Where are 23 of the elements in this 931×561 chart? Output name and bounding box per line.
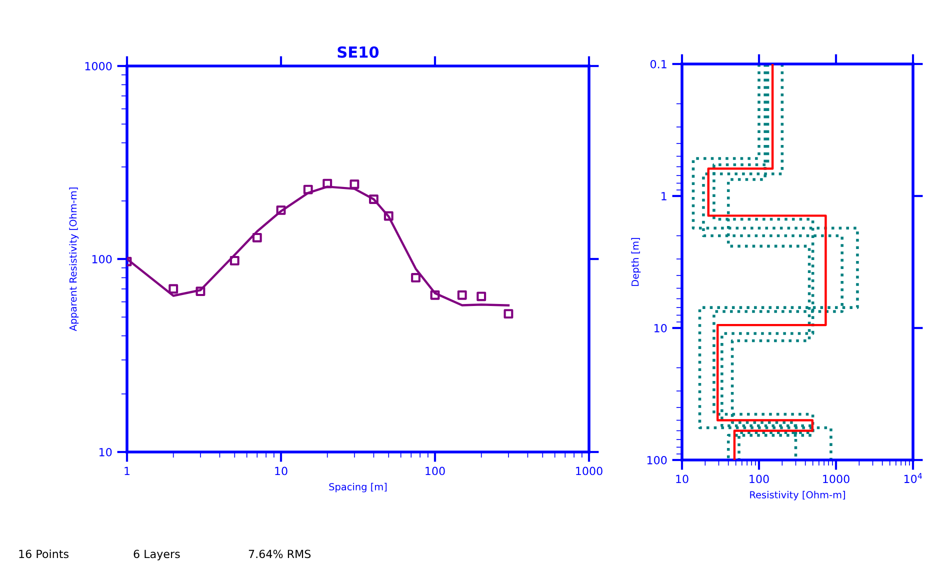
x-tick-label: 10	[676, 474, 688, 484]
chart-title: SE10	[338, 46, 379, 58]
x-tick-label: 10	[275, 466, 288, 476]
text: 16 Points	[19, 550, 68, 558]
text: 7.64% RMS	[248, 550, 311, 558]
x-tick-label: 100	[750, 474, 769, 484]
x-tick-label: 100	[426, 466, 445, 476]
y-axis-title: Apparent Resistivity [Ohm-m]	[69, 188, 79, 332]
y-tick-label: 100	[647, 456, 667, 464]
y-tick-label: 1000	[85, 62, 112, 70]
y-tick-label: 10	[654, 324, 667, 332]
x-tick-label: 1000	[576, 466, 602, 476]
y-tick-label: 100	[92, 254, 112, 264]
x-axis-title: Resistivity [Ohm-m]	[750, 490, 845, 500]
x-tick-label: 1000	[823, 474, 850, 484]
y-tick-label: 10	[100, 448, 112, 456]
y-axis-title: Depth [m]	[631, 238, 641, 286]
x-tick-label: 1	[124, 466, 130, 476]
y-tick-label: 0.1	[650, 60, 666, 68]
y-tick-label: 1	[662, 192, 666, 200]
x-axis-title: Spacing [m]	[329, 482, 387, 492]
x-tick-label: 10$^{4}$	[904, 473, 922, 484]
text: 6 Layers	[134, 550, 180, 560]
